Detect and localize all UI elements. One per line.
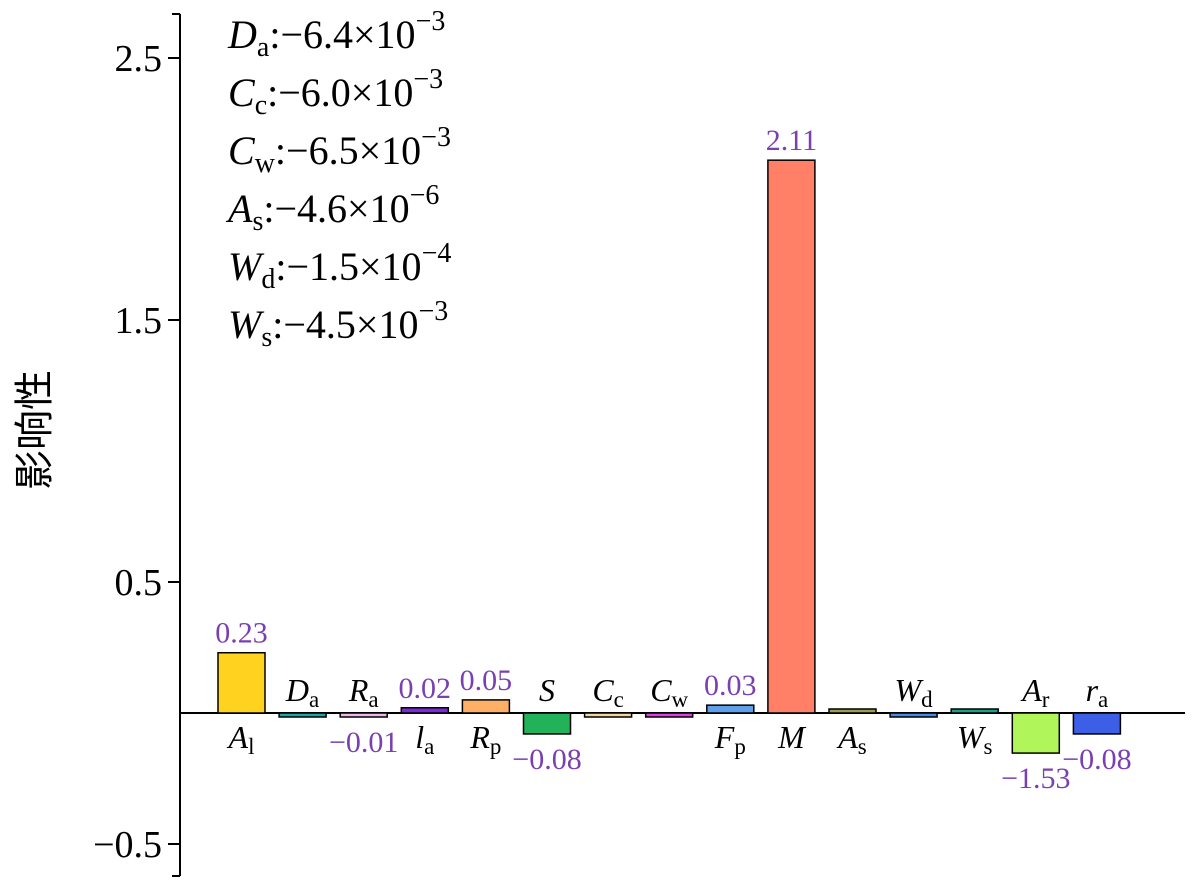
category-label: Da xyxy=(285,672,319,712)
category-label: la xyxy=(415,719,434,759)
category-label: As xyxy=(836,719,867,759)
annotation-line: Cw:−6.5×10−3 xyxy=(228,122,451,179)
value-label: 2.11 xyxy=(766,124,817,157)
bar-Al xyxy=(217,651,266,714)
annotation-line: Ws:−4.5×10−3 xyxy=(228,296,448,353)
category-label: M xyxy=(777,719,807,755)
y-tick-label: 1.5 xyxy=(115,300,163,342)
bar-Ws xyxy=(950,708,999,714)
y-tick-label: −0.5 xyxy=(93,824,162,866)
annotation-line: As:−4.6×10−6 xyxy=(225,180,439,237)
category-label: Fp xyxy=(714,719,746,759)
bar-Wd xyxy=(889,712,938,718)
bar-ra xyxy=(1072,712,1122,735)
bars xyxy=(217,159,1122,754)
value-label: −0.08 xyxy=(512,743,581,776)
value-label: 0.05 xyxy=(460,664,513,697)
value-label: −1.53 xyxy=(1001,762,1070,795)
category-label: Rp xyxy=(469,719,501,759)
bar-As xyxy=(828,708,877,714)
category-label: Al xyxy=(227,719,255,759)
bar-Da xyxy=(278,712,327,718)
bar-Rp xyxy=(461,699,511,714)
annotation-line: Da:−6.4×10−3 xyxy=(227,6,445,63)
value-label: −0.01 xyxy=(329,726,398,759)
bar-S xyxy=(522,712,572,735)
category-label: Cc xyxy=(592,672,624,712)
y-axis-label: 影响性 xyxy=(12,370,57,490)
bar-Fp xyxy=(706,704,755,714)
category-label: ra xyxy=(1086,672,1109,712)
bar-Ra xyxy=(339,712,388,718)
y-axis: 2.5 1.5 0.5 −0.5 xyxy=(93,13,1185,877)
bar-la xyxy=(400,707,450,714)
category-label: S xyxy=(539,672,555,708)
value-label: −0.08 xyxy=(1062,743,1131,776)
annotation-line: Cc:−6.0×10−3 xyxy=(228,64,443,121)
bar-labels: Al 0.23 Da Ra −0.01 la 0.02 Rp 0.05 S −0.08 Cc Cw Fp 0… xyxy=(215,124,1131,795)
bar-Cw xyxy=(644,712,694,718)
category-label: Ws xyxy=(957,719,993,759)
bar-Cc xyxy=(583,712,633,718)
y-tick-label: 0.5 xyxy=(115,562,163,604)
value-label: 0.23 xyxy=(215,617,268,650)
category-label: Ra xyxy=(348,672,379,712)
category-label: Cw xyxy=(650,672,688,712)
bar-Ar xyxy=(1011,712,1061,754)
annotation-block: Da:−6.4×10−3Cc:−6.0×10−3Cw:−6.5×10−3As:−… xyxy=(225,6,451,353)
bar-M xyxy=(767,159,816,714)
y-tick-label: 2.5 xyxy=(115,38,163,80)
annotation-line: Wd:−1.5×10−4 xyxy=(228,238,451,295)
category-label: Wd xyxy=(895,672,934,712)
value-label: 0.02 xyxy=(399,672,452,705)
category-label: Ar xyxy=(1020,672,1050,712)
value-label: 0.03 xyxy=(704,669,757,702)
